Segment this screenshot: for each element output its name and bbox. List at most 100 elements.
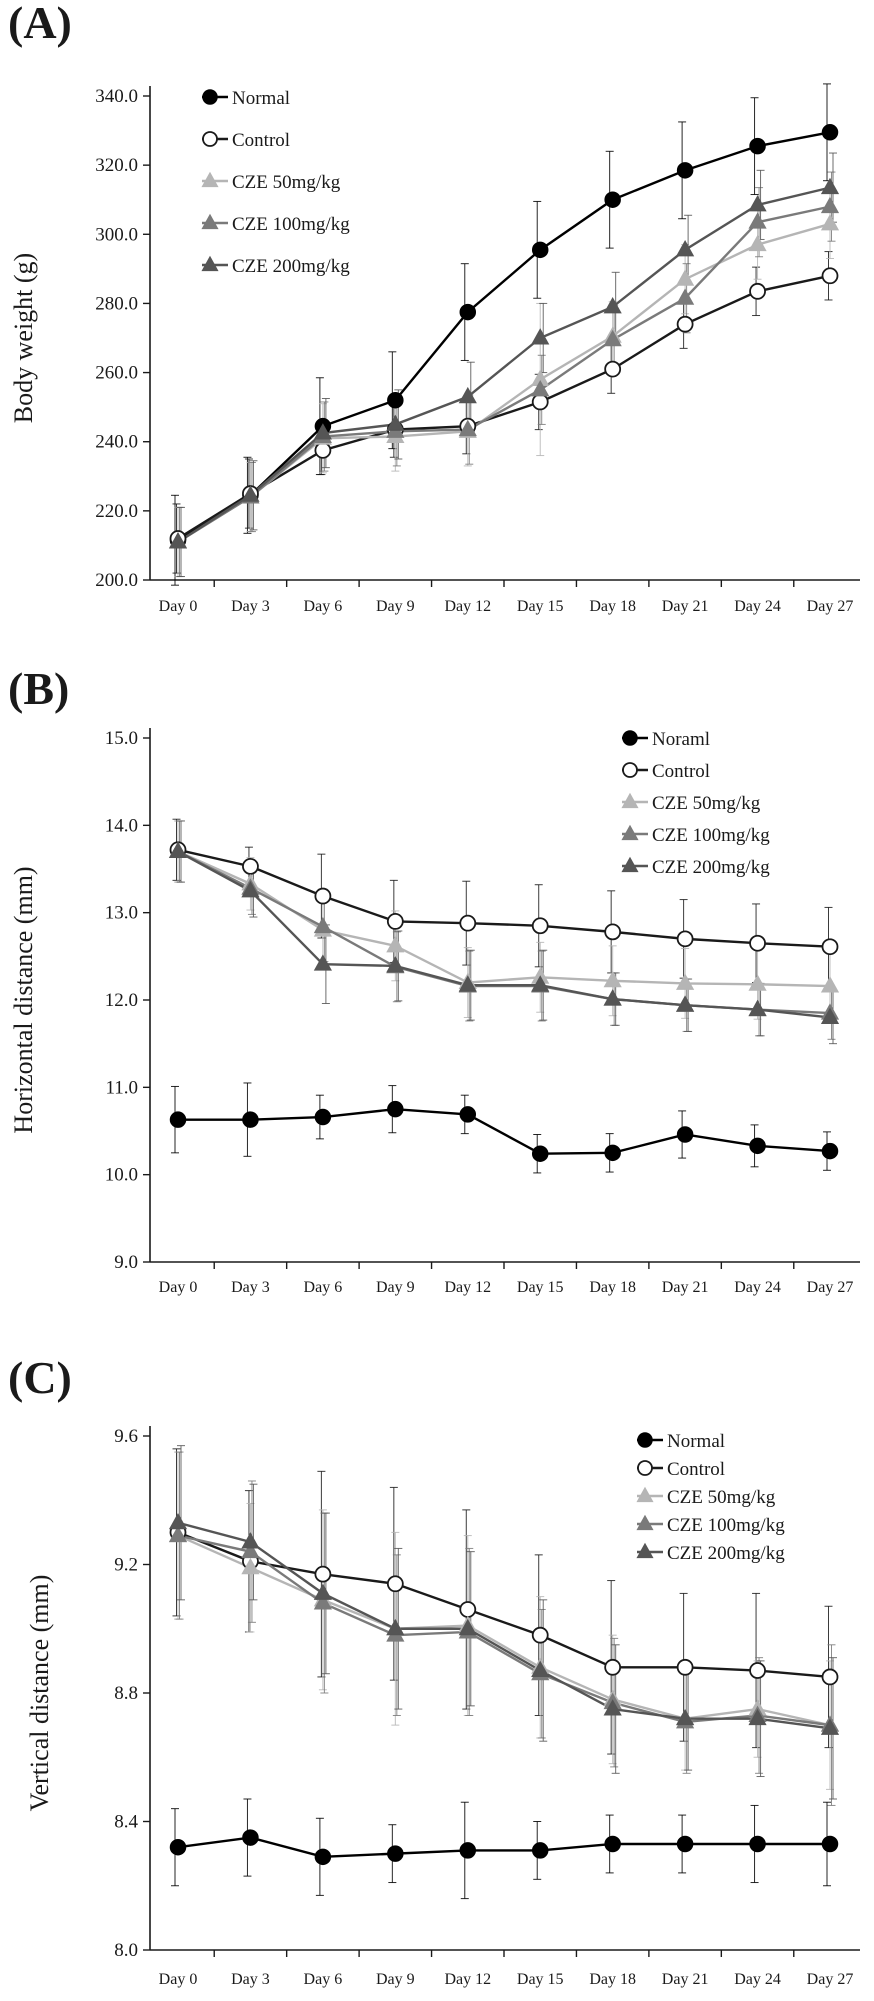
data-point xyxy=(387,391,404,409)
legend: Noraml Control CZE 50mg/kg CZE 100mg/kg CZE … xyxy=(621,729,770,878)
panel-label: (A) xyxy=(8,0,72,48)
y-tick-label: 340.0 xyxy=(95,86,138,107)
series-noraml xyxy=(171,1082,831,1174)
series-line xyxy=(177,274,831,540)
data-point xyxy=(313,423,332,440)
data-point xyxy=(241,1541,260,1559)
x-tick-label: Day 27 xyxy=(807,1279,854,1296)
data-point xyxy=(749,1137,766,1155)
legend-entry: CZE 100mg/kg xyxy=(652,825,770,846)
data-point xyxy=(458,419,477,437)
data-point xyxy=(603,329,622,347)
x-tick-label: Day 15 xyxy=(517,1971,564,1988)
data-point xyxy=(676,1126,694,1143)
data-point xyxy=(676,162,694,179)
data-point xyxy=(821,1835,839,1853)
data-point xyxy=(748,974,767,991)
data-point xyxy=(459,1842,477,1859)
data-point xyxy=(820,1718,840,1735)
y-tick-label: 9.2 xyxy=(114,1555,138,1576)
x-tick-label: Day 3 xyxy=(231,598,270,615)
data-point xyxy=(531,241,549,259)
chart-panel-3: (C) 8.0 8.4 8.8 9.2 9.6 Day 0 Day 3 Day 6 Day 9 Da… xyxy=(8,1352,860,1988)
x-tick-label: Day 12 xyxy=(444,598,491,615)
series-line xyxy=(177,1534,831,1727)
data-point xyxy=(748,234,767,252)
data-point xyxy=(459,1106,477,1123)
data-point xyxy=(314,1108,332,1126)
data-point xyxy=(531,379,550,397)
data-point xyxy=(313,1593,332,1610)
data-point xyxy=(604,191,621,208)
data-point xyxy=(531,975,550,992)
data-point xyxy=(749,1662,766,1679)
series-line xyxy=(177,1836,830,1859)
x-tick-label: Day 6 xyxy=(304,1971,343,1988)
legend-marker xyxy=(636,1514,654,1531)
data-point xyxy=(749,282,766,300)
x-tick-label: Day 6 xyxy=(304,598,343,615)
x-tick-label: Day 21 xyxy=(662,598,709,615)
data-point xyxy=(386,1618,405,1636)
data-point xyxy=(603,970,622,988)
y-axis-label: Horizontal distance (mm) xyxy=(9,866,38,1133)
data-point xyxy=(169,1838,187,1856)
data-point xyxy=(386,1575,404,1593)
data-point xyxy=(386,935,405,953)
data-point xyxy=(242,857,259,875)
data-point xyxy=(241,1532,260,1549)
x-tick-label: Day 27 xyxy=(807,598,854,615)
legend-marker xyxy=(621,792,639,809)
legend: Normal Control CZE 50mg/kg CZE 100mg/kg CZE … xyxy=(201,88,350,277)
data-point xyxy=(676,239,695,257)
y-tick-label: 13.0 xyxy=(105,903,138,924)
data-point xyxy=(676,930,694,948)
data-point xyxy=(749,1835,766,1853)
data-point xyxy=(676,315,694,333)
series-cze-100mg-kg xyxy=(175,820,836,1040)
legend-marker xyxy=(202,131,218,147)
x-tick-label: Day 9 xyxy=(376,1279,415,1296)
y-tick-label: 300.0 xyxy=(95,224,138,245)
legend-marker xyxy=(636,1486,654,1503)
data-point xyxy=(604,360,622,378)
data-point xyxy=(676,288,695,305)
y-tick-label: 14.0 xyxy=(105,815,138,836)
data-point xyxy=(604,1835,621,1853)
legend-entry: Normal xyxy=(667,1431,725,1452)
x-tick-label: Day 18 xyxy=(589,1279,636,1296)
data-point xyxy=(241,1557,260,1575)
data-point xyxy=(821,267,839,285)
data-point xyxy=(241,880,260,898)
data-point xyxy=(531,1660,550,1677)
data-point xyxy=(169,1111,187,1128)
data-point xyxy=(821,1142,839,1160)
data-point xyxy=(821,938,839,956)
x-tick-label: Day 3 xyxy=(231,1279,270,1296)
data-point xyxy=(387,1845,404,1862)
x-tick-label: Day 0 xyxy=(159,598,198,615)
data-point xyxy=(168,1512,188,1530)
data-point xyxy=(821,1668,839,1686)
data-point xyxy=(603,989,622,1006)
legend-marker xyxy=(201,213,219,230)
data-point xyxy=(386,913,404,930)
panel-label: (C) xyxy=(8,1352,72,1403)
y-tick-label: 320.0 xyxy=(95,155,138,176)
data-point xyxy=(314,1565,332,1583)
legend-marker xyxy=(201,171,219,188)
data-point xyxy=(676,1835,694,1853)
panel-label: (B) xyxy=(8,663,69,714)
data-point xyxy=(386,956,405,973)
series-line xyxy=(177,186,831,543)
data-point xyxy=(458,975,477,992)
data-point xyxy=(386,414,405,431)
x-tick-label: Day 12 xyxy=(444,1971,491,1988)
y-tick-label: 260.0 xyxy=(95,363,138,384)
series-normal xyxy=(171,83,831,586)
x-tick-label: Day 9 xyxy=(376,1971,415,1988)
legend-marker xyxy=(202,89,218,105)
data-point xyxy=(820,196,840,214)
data-point xyxy=(676,1658,694,1676)
